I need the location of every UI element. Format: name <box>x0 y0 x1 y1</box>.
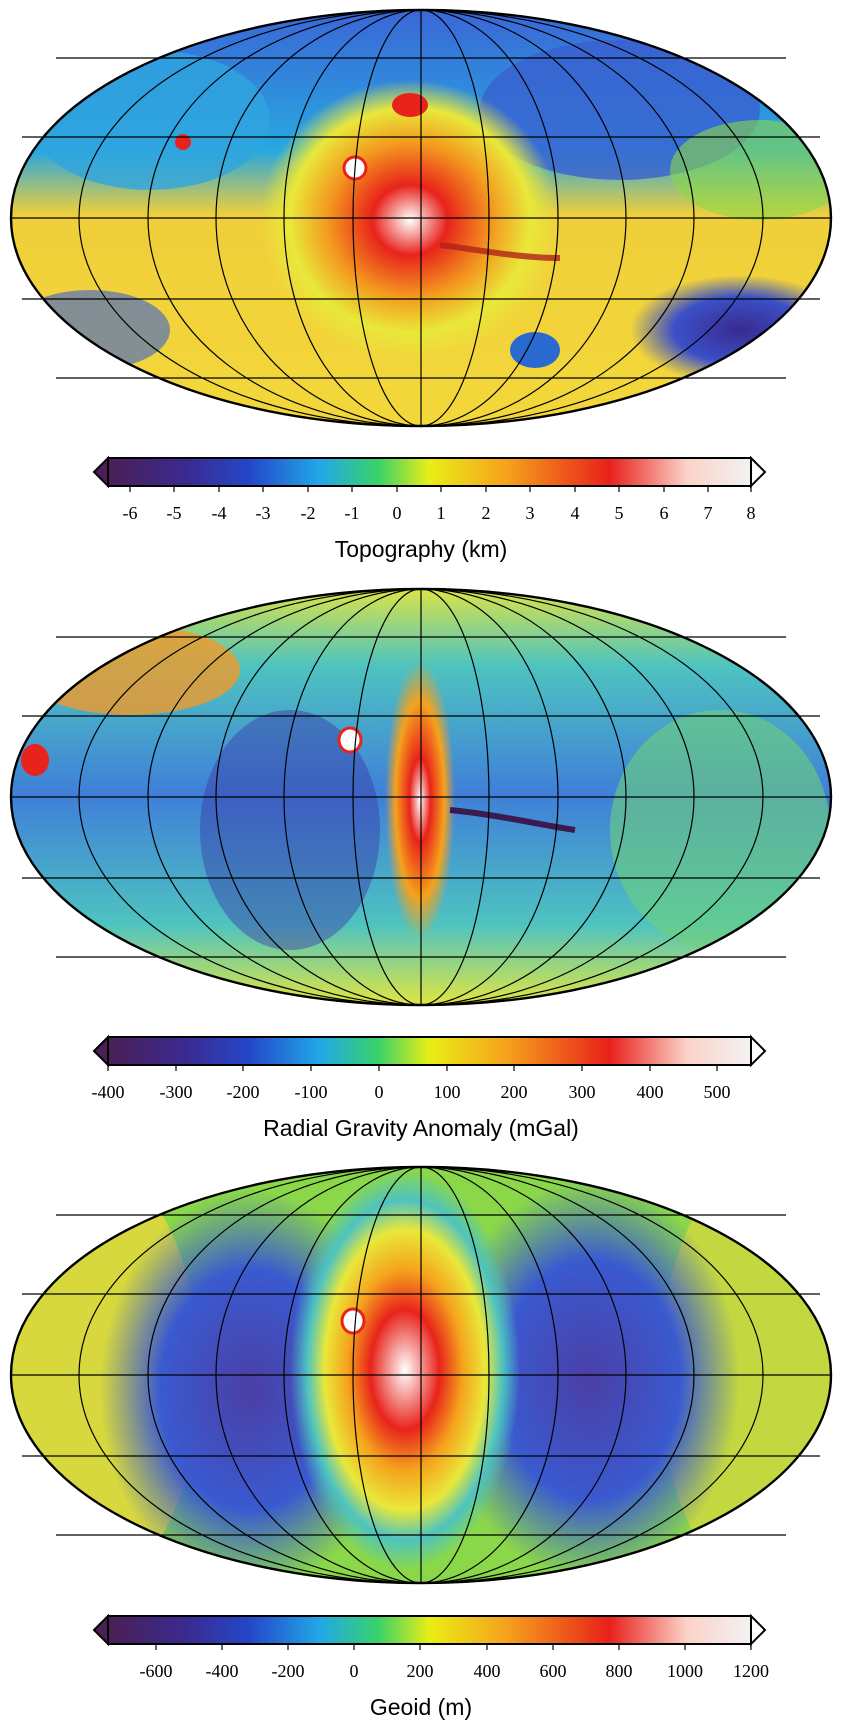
colorbar-tick: 3 <box>525 503 535 523</box>
colorbar-tick: 2 <box>481 503 491 523</box>
gravity-map <box>0 580 842 1010</box>
topography-map <box>0 0 842 430</box>
colorbar-tick: -5 <box>166 503 182 523</box>
colorbar-tick: 1 <box>436 503 446 523</box>
geoid-map-svg <box>9 1165 833 1585</box>
colorbar-tick: 0 <box>392 503 402 523</box>
gravity-colorbar: -400 -300 -200 -100 0 100 200 300 400 50… <box>0 1027 842 1142</box>
colorbar-tick: -2 <box>300 503 316 523</box>
topography-map-svg <box>9 8 833 428</box>
gravity-graticule <box>9 587 833 1007</box>
colorbar-tick: 0 <box>349 1661 359 1681</box>
colorbar-tick: 8 <box>746 503 756 523</box>
colorbar-tick: 400 <box>473 1661 501 1681</box>
colorbar-tick: -400 <box>205 1661 239 1681</box>
topography-graticule <box>9 8 833 428</box>
colorbar-tick: 6 <box>659 503 669 523</box>
colorbar-tick: 300 <box>568 1082 596 1102</box>
colorbar-tick: 7 <box>703 503 713 523</box>
colorbar-tick: 200 <box>500 1082 528 1102</box>
geoid-graticule <box>9 1165 833 1585</box>
colorbar-tick: -400 <box>91 1082 125 1102</box>
colorbar-tick: 400 <box>636 1082 664 1102</box>
colorbar-tick: -600 <box>139 1661 173 1681</box>
geoid-colorbar: -600 -400 -200 0 200 400 600 800 1000 12… <box>0 1606 842 1724</box>
colorbar-tick: 500 <box>703 1082 731 1102</box>
colorbar-tick: -3 <box>255 503 271 523</box>
colorbar-title: Geoid (m) <box>369 1694 473 1720</box>
colorbar-tick: -1 <box>344 503 360 523</box>
gravity-colorbar-svg <box>92 1034 767 1071</box>
colorbar-tick: 800 <box>605 1661 633 1681</box>
geoid-map <box>0 1160 842 1590</box>
colorbar-tick: -200 <box>271 1661 305 1681</box>
colorbar-tick: 4 <box>570 503 580 523</box>
topography-colorbar-svg <box>92 455 767 492</box>
colorbar-tick: -4 <box>211 503 227 523</box>
colorbar-tick: 100 <box>433 1082 461 1102</box>
colorbar-tick: 5 <box>614 503 624 523</box>
colorbar-title: Radial Gravity Anomaly (mGal) <box>263 1115 579 1141</box>
colorbar-tick: 200 <box>406 1661 434 1681</box>
colorbar-tick: 0 <box>374 1082 384 1102</box>
topography-colorbar: -6 -5 -4 -3 -2 -1 0 1 2 3 4 5 6 7 8 Topo… <box>0 448 842 563</box>
colorbar-tick: 600 <box>539 1661 567 1681</box>
colorbar-tick: 1000 <box>667 1661 703 1681</box>
colorbar-tick: -300 <box>159 1082 193 1102</box>
colorbar-title: Topography (km) <box>334 536 508 562</box>
colorbar-tick: -6 <box>122 503 138 523</box>
gravity-map-svg <box>9 587 833 1007</box>
geoid-colorbar-svg <box>92 1613 767 1650</box>
colorbar-tick: -200 <box>226 1082 260 1102</box>
colorbar-tick: -100 <box>294 1082 328 1102</box>
colorbar-tick: 1200 <box>733 1661 769 1681</box>
